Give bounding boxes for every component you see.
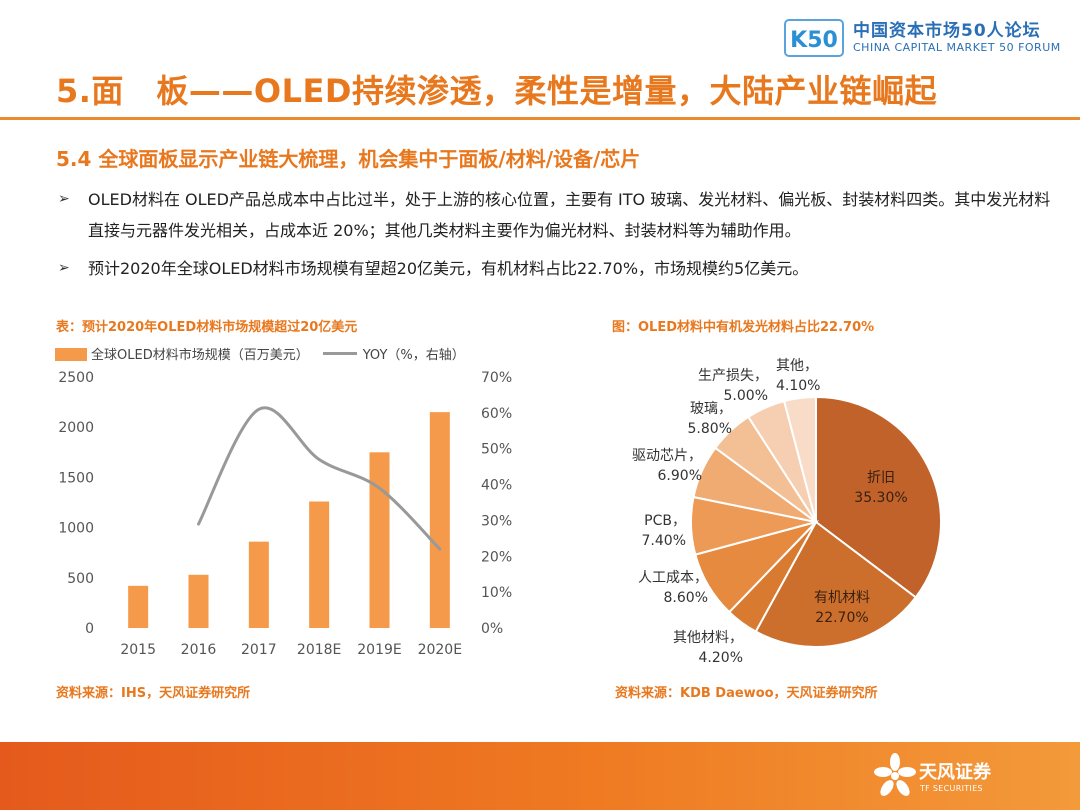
pie-slice-value: 4.10% <box>776 378 820 394</box>
y-left-tick-label: 500 <box>67 571 94 587</box>
bar <box>188 574 209 628</box>
y-right-tick-label: 20% <box>481 549 512 565</box>
pie-slice-label: 玻璃， <box>690 400 732 417</box>
bullet-list: ➢ OLED材料在 OLED产品总成本中占比过半，处于上游的核心位置，主要有 I… <box>56 184 1066 284</box>
pie-slice-value: 5.00% <box>724 388 768 404</box>
bar <box>248 541 269 628</box>
footer-band <box>0 742 1080 810</box>
pie-slice-label: 生产损失， <box>698 368 768 384</box>
bar <box>369 452 390 628</box>
pie-slice-label: 其他， <box>776 358 818 374</box>
x-tick-label: 2019E <box>357 642 401 658</box>
bar-chart: 0 500 1000 1500 2000 2500 0% 10% 20% 30% 40% 50% 60%… <box>58 370 512 658</box>
tf-securities-logo: 天风证券 TF SECURITIES <box>873 748 1013 806</box>
bar <box>128 585 149 628</box>
y-right-tick-label: 30% <box>481 513 512 529</box>
pie-slice <box>754 520 918 648</box>
yoy-line <box>197 406 442 551</box>
forum-logo: K50 中国资本市场50人论坛 CHINA CAPITAL MARKET 50 … <box>783 14 1073 62</box>
y-left-tick-label: 1000 <box>58 521 94 537</box>
pie-slice-value: 5.80% <box>688 421 732 437</box>
legend-line-label: YOY（%，右轴） <box>362 348 465 363</box>
y-right-tick-label: 70% <box>481 370 512 386</box>
bullet-text: OLED材料在 OLED产品总成本中占比过半，处于上游的核心位置，主要有 ITO… <box>88 190 1051 240</box>
legend-line-swatch <box>322 352 357 355</box>
pie-slice-label: 折旧 <box>867 470 895 486</box>
legend-bar-swatch <box>55 348 87 361</box>
y-right-tick-label: 60% <box>481 406 512 422</box>
pie-chart-caption: 图：OLED材料中有机发光材料占比22.70% <box>612 320 875 335</box>
forum-logo-en: CHINA CAPITAL MARKET 50 FORUM <box>853 41 1061 54</box>
pie-slice-value: 22.70% <box>815 610 868 626</box>
page-title: 5.面 板——OLED持续渗透，柔性是增量，大陆产业链崛起 <box>56 72 937 110</box>
y-right-tick-label: 10% <box>481 585 512 601</box>
tf-flower-icon <box>874 753 916 796</box>
pie-slice-label: PCB， <box>644 513 686 529</box>
pie-slice-value: 4.20% <box>699 650 743 666</box>
y-right-tick-label: 0% <box>481 621 503 637</box>
bullet-arrow-icon: ➢ <box>58 191 70 207</box>
pie-slice-value: 35.30% <box>854 490 907 506</box>
legend-bar-label: 全球OLED材料市场规模（百万美元） <box>91 348 309 363</box>
forum-logo-mark-text: K50 <box>790 28 838 53</box>
y-left-tick-label: 0 <box>85 621 94 637</box>
y-left-tick-label: 2500 <box>58 370 94 386</box>
bullet-arrow-icon: ➢ <box>58 260 70 276</box>
pie-slice-label: 有机材料 <box>814 590 870 606</box>
pie-slice-label: 人工成本， <box>638 570 708 586</box>
pie-slice-value: 6.90% <box>658 468 702 484</box>
bar-chart-source: 资料来源：IHS，天风证券研究所 <box>56 686 251 701</box>
x-tick-label: 2018E <box>297 642 341 658</box>
y-right-tick-label: 40% <box>481 478 512 494</box>
footer-logo-cn: 天风证券 <box>919 762 991 783</box>
pie-slice-label: 其他材料， <box>673 630 743 646</box>
bar-chart-legend: 全球OLED材料市场规模（百万美元） YOY（%，右轴） <box>55 344 465 364</box>
y-left-tick-label: 1500 <box>58 470 94 486</box>
title-divider <box>0 117 1080 120</box>
forum-logo-cn: 中国资本市场50人论坛 <box>853 21 1041 41</box>
x-tick-label: 2020E <box>418 642 462 658</box>
bullet-item: ➢ 预计2020年全球OLED材料市场规模有望超20亿美元，有机材料占比22.7… <box>56 253 1066 284</box>
pie-slice-value: 7.40% <box>642 533 686 549</box>
pie-slice-label: 驱动芯片， <box>632 448 702 464</box>
bar-chart-caption: 表：预计2020年OLED材料市场规模超过20亿美元 <box>56 320 358 335</box>
y-left-tick-label: 2000 <box>58 420 94 436</box>
pie-slice <box>815 395 942 599</box>
pie-chart-source: 资料来源：KDB Daewoo，天风证券研究所 <box>615 686 878 701</box>
bar <box>309 501 330 628</box>
bullet-item: ➢ OLED材料在 OLED产品总成本中占比过半，处于上游的核心位置，主要有 I… <box>56 184 1066 246</box>
section-subtitle: 5.4 全球面板显示产业链大梳理，机会集中于面板/材料/设备/芯片 <box>56 147 641 171</box>
x-tick-label: 2017 <box>241 642 277 658</box>
footer-logo-en: TF SECURITIES <box>920 784 983 793</box>
x-tick-label: 2015 <box>120 642 156 658</box>
bar <box>429 412 450 628</box>
forum-logo-mark: K50 <box>784 19 844 57</box>
pie-slice-value: 8.60% <box>664 590 708 606</box>
pie-chart: 折旧 35.30% 有机材料 22.70% 其他材料， 4.20% 人工成本， 8.60% PC… <box>632 358 942 666</box>
x-tick-label: 2016 <box>181 642 217 658</box>
bullet-text: 预计2020年全球OLED材料市场规模有望超20亿美元，有机材料占比22.70%… <box>88 259 809 278</box>
pie-slice <box>782 395 817 523</box>
y-right-tick-label: 50% <box>481 442 512 458</box>
